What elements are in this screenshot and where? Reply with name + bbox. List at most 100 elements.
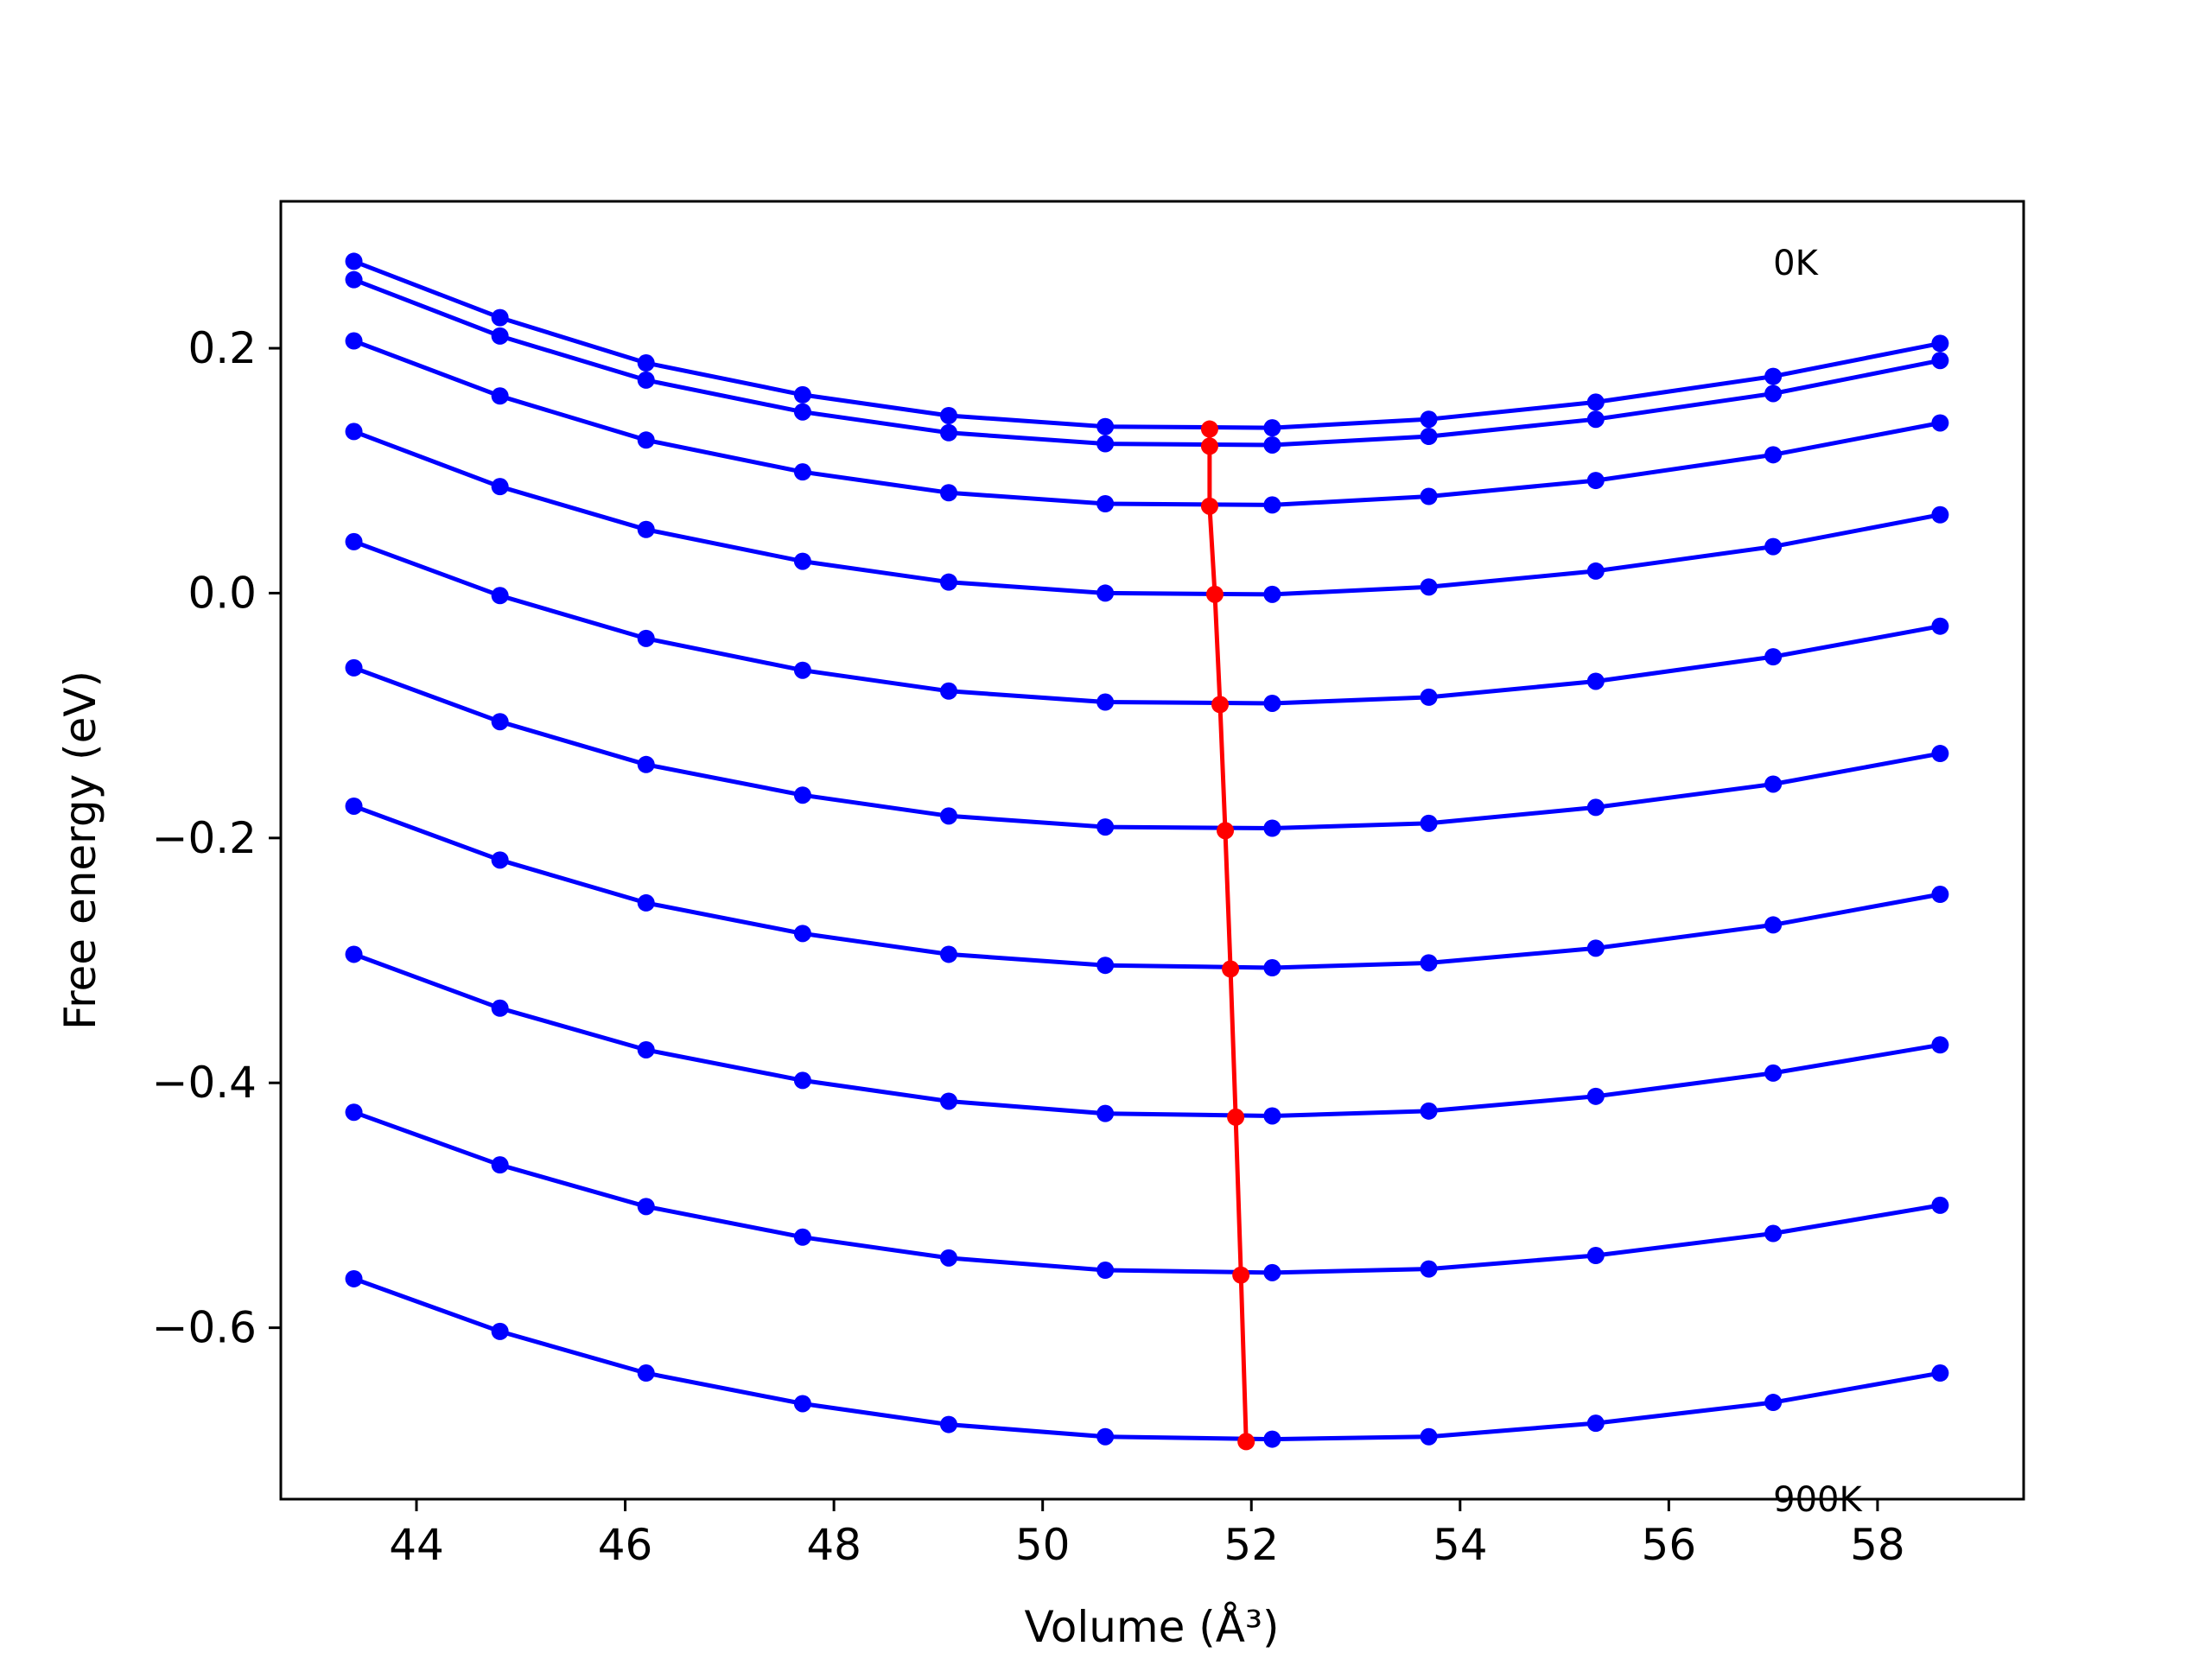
- curve-6-point: [1420, 814, 1438, 832]
- temperature-annotation: 0K: [1773, 244, 1819, 283]
- curve-10-point: [939, 1415, 957, 1433]
- temperature-annotation: 900K: [1773, 1480, 1863, 1520]
- curve-4-point: [793, 552, 811, 570]
- curve-5-point: [1764, 648, 1783, 666]
- curve-1-point: [1764, 367, 1783, 385]
- curve-8-point: [1263, 1107, 1281, 1125]
- x-ticks: 44 46 48 50 52 54 56 58: [389, 1499, 1905, 1570]
- curve-9-point: [1931, 1196, 1949, 1214]
- curve-6-point: [939, 807, 957, 825]
- curve-5-point: [637, 629, 655, 647]
- curve-4-point: [491, 478, 509, 496]
- curve-10-point: [345, 1269, 363, 1287]
- x-tick-label: 54: [1433, 1520, 1488, 1570]
- curve-8-point: [1764, 1064, 1783, 1082]
- curve-3-point: [1764, 446, 1783, 464]
- curve-9-point: [345, 1103, 363, 1122]
- curve-10-point: [1931, 1364, 1949, 1382]
- curve-9-point: [491, 1156, 509, 1174]
- y-tick-label: 0.0: [188, 568, 257, 618]
- curve-8-point: [1420, 1102, 1438, 1120]
- curve-5-point: [1096, 693, 1115, 711]
- curve-7-point: [1586, 939, 1605, 957]
- minima-line: [1207, 429, 1249, 1442]
- annotations: 0K 900K: [1773, 244, 1863, 1520]
- curve-7-point: [939, 945, 957, 963]
- curve-10-point: [1096, 1427, 1115, 1446]
- curve-1-point: [1263, 419, 1281, 437]
- curve-1-point: [637, 354, 655, 372]
- x-tick-label: 48: [806, 1520, 861, 1570]
- curve-8-point: [1586, 1087, 1605, 1105]
- x-tick-label: 58: [1850, 1520, 1905, 1570]
- curve-3-point: [491, 387, 509, 405]
- curve-4-point: [1420, 578, 1438, 596]
- curve-10-point: [1764, 1394, 1783, 1412]
- minimum-point: [1227, 1108, 1245, 1126]
- curve-2-point: [491, 327, 509, 345]
- curve-5-point: [1586, 672, 1605, 690]
- curve-1-point: [1586, 393, 1605, 411]
- curve-6-point: [345, 658, 363, 677]
- x-tick-label: 46: [598, 1520, 653, 1570]
- curve-3-point: [1586, 472, 1605, 490]
- curve-2-point: [1096, 435, 1115, 453]
- curve-8-point: [491, 999, 509, 1017]
- curve-4-point: [1263, 585, 1281, 603]
- curve-7-point: [1420, 954, 1438, 972]
- curve-2-point: [793, 403, 811, 421]
- curve-5-point: [345, 532, 363, 550]
- curve-3-point: [939, 484, 957, 502]
- curve-1-point: [793, 385, 811, 404]
- curve-5-point: [939, 682, 957, 700]
- curve-3-point: [1931, 414, 1949, 432]
- curve-7-point: [491, 851, 509, 869]
- curve-6-point: [637, 755, 655, 773]
- curve-3-point: [1096, 494, 1115, 512]
- minimum-point: [1222, 960, 1240, 978]
- curve-1-point: [939, 406, 957, 424]
- curve-5-point: [1263, 694, 1281, 712]
- curve-10-point: [1420, 1427, 1438, 1446]
- curve-2-point: [345, 270, 363, 289]
- curve-4-point: [1764, 537, 1783, 556]
- y-ticks: 0.2 0.0 −0.2 −0.4 −0.6: [152, 323, 281, 1353]
- minima-layer: [1200, 420, 1255, 1451]
- curve-2-point: [1931, 352, 1949, 370]
- curve-7-point: [637, 893, 655, 912]
- curve-3-point: [345, 332, 363, 350]
- curve-10-point: [491, 1322, 509, 1340]
- curve-2-point: [1420, 428, 1438, 446]
- minimum-point: [1232, 1266, 1250, 1284]
- curve-1-point: [345, 252, 363, 270]
- curve-8-point: [637, 1040, 655, 1058]
- curve-2-point: [1764, 385, 1783, 403]
- curve-8-point: [939, 1092, 957, 1110]
- curve-8-point: [345, 945, 363, 963]
- curve-10-point: [793, 1395, 811, 1413]
- curve-1-point: [1420, 410, 1438, 429]
- curve-9-point: [1586, 1247, 1605, 1265]
- minimum-point: [1200, 437, 1218, 455]
- y-tick-label: 0.2: [188, 323, 257, 373]
- curve-9-point: [939, 1249, 957, 1267]
- curve-2-point: [939, 423, 957, 442]
- curve-5-point: [491, 587, 509, 605]
- x-tick-label: 44: [389, 1520, 444, 1570]
- curve-7-point: [1263, 959, 1281, 977]
- y-tick-label: −0.6: [152, 1303, 257, 1353]
- minimum-point: [1217, 822, 1235, 840]
- curve-7-point: [793, 925, 811, 943]
- y-tick-label: −0.4: [152, 1058, 257, 1108]
- curve-8-point: [1096, 1104, 1115, 1122]
- curve-1-point: [1931, 334, 1949, 353]
- curve-3-point: [1420, 487, 1438, 505]
- curve-7-point: [345, 797, 363, 815]
- curve-9-point: [1420, 1260, 1438, 1278]
- curve-6-point: [1096, 818, 1115, 836]
- x-tick-label: 56: [1642, 1520, 1697, 1570]
- curve-3-point: [1263, 496, 1281, 514]
- curve-6-point: [1263, 819, 1281, 837]
- x-axis-label: Volume (Å³): [1024, 1602, 1279, 1652]
